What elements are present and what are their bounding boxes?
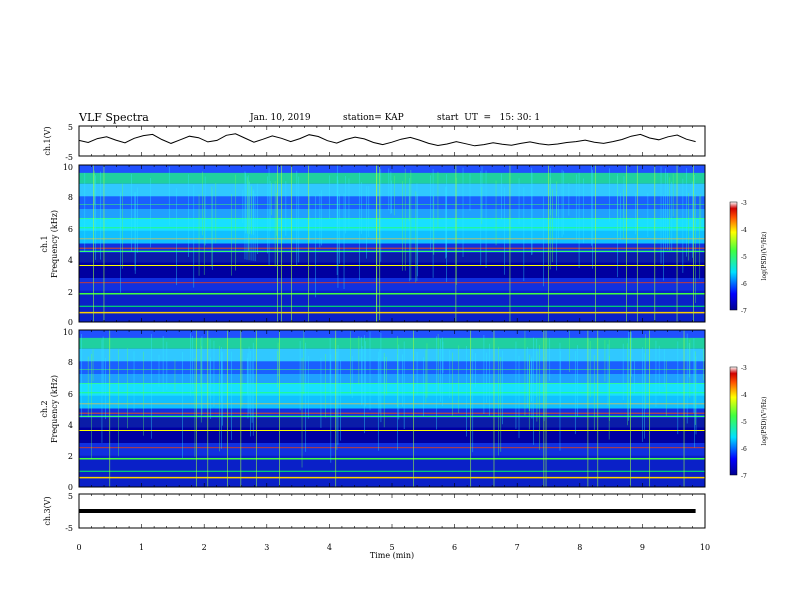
ch1-ytick-0: 0: [68, 318, 73, 327]
ch2-frequency-axis-label: Frequency (kHz): [50, 375, 59, 443]
xtick-5: 5: [389, 543, 394, 552]
xtick-4: 4: [327, 543, 332, 552]
ch2-colorbar: [729, 366, 738, 476]
spectrogram-band: [79, 230, 705, 244]
spectrogram-band: [79, 361, 705, 374]
xtick-1: 1: [139, 543, 144, 552]
ch1-ytick-top: 5: [68, 123, 73, 132]
ch1-ytick-bottom: -5: [65, 153, 73, 162]
spectrogram-band: [79, 443, 705, 456]
ch1-spectrogram-panel: 0 2 4 6 8 10 ch.1 Frequency (kHz) -3 -4 …: [40, 163, 768, 327]
ch1-spectrogram-label: ch.1: [40, 235, 49, 252]
xtick-0: 0: [76, 543, 81, 552]
ch3-ytick-bottom: -5: [65, 524, 73, 533]
xtick-7: 7: [515, 543, 520, 552]
xtick-8: 8: [577, 543, 582, 552]
spectrogram-band: [79, 373, 705, 384]
ch2-ytick-4: 4: [68, 421, 73, 430]
ch1-ytick-10: 10: [63, 163, 73, 172]
ch1-series-line: [78, 133, 696, 147]
ch2-cbar-tick-4: -4: [741, 392, 747, 399]
x-axis: [78, 126, 706, 528]
ch3-ytick-top: 5: [68, 492, 73, 501]
ch1-cbar-tick-5: -5: [741, 254, 747, 261]
ch1-cbar-tick-4: -4: [741, 227, 747, 234]
spectrogram-band: [79, 196, 705, 209]
ch1-cbar-tick-6: -6: [741, 281, 747, 288]
ch1-waveform-panel: 5 -5 ch.1(V): [43, 123, 706, 162]
station-label: station= KAP: [343, 113, 404, 123]
ch2-colorbar-label: log(PSD)(V²/Hz): [761, 397, 768, 446]
ch2-spectrogram-label: ch.2: [40, 400, 49, 417]
ch1-ytick-6: 6: [68, 225, 73, 234]
xtick-2: 2: [202, 543, 207, 552]
spectrogram-band: [79, 208, 705, 219]
ch1-ylabel: ch.1(V): [43, 126, 52, 155]
spectrogram-band: [79, 427, 705, 444]
start-time-label: start UT = 15: 30: 1: [437, 113, 541, 123]
ch2-cbar-tick-6: -6: [741, 446, 747, 453]
spectrogram-band: [79, 278, 705, 291]
date-label: Jan. 10, 2019: [250, 113, 311, 123]
spectrogram-band: [79, 395, 705, 409]
ch1-colorbar: [729, 201, 738, 311]
ch2-ytick-0: 0: [68, 483, 73, 492]
ch3-ylabel: ch.3(V): [43, 496, 52, 525]
xtick-10: 10: [700, 543, 710, 552]
ch3-waveform-panel: 5 -5 ch.3(V): [43, 492, 706, 533]
figure-title: VLF Spectra: [79, 111, 149, 124]
spectrogram-band: [79, 262, 705, 279]
spectrogram-band: [79, 348, 705, 362]
spectrogram-band: [79, 417, 705, 428]
ch1-ytick-8: 8: [68, 193, 73, 202]
ch1-spectrogram-image: [79, 165, 705, 322]
ch1-colorbar-label: log(PSD)(V²/Hz): [761, 232, 768, 281]
ch2-ytick-2: 2: [68, 452, 73, 461]
xtick-9: 9: [640, 543, 645, 552]
ch2-spectrogram-image: [79, 330, 705, 487]
xtick-3: 3: [264, 543, 269, 552]
ch2-spectrogram-panel: 0 2 4 6 8 10 ch.2 Frequency (kHz) -3 -4 …: [40, 328, 768, 492]
x-axis-label: Time (min): [370, 551, 414, 560]
spectrogram-band: [79, 218, 705, 231]
ch1-frequency-axis-label: Frequency (kHz): [50, 210, 59, 278]
ch1-cbar-tick-7: -7: [741, 308, 747, 315]
ch1-ytick-4: 4: [68, 256, 73, 265]
xtick-6: 6: [452, 543, 457, 552]
spectrogram-band: [79, 383, 705, 396]
ch2-ytick-8: 8: [68, 358, 73, 367]
ch2-cbar-tick-5: -5: [741, 419, 747, 426]
spectrogram-band: [79, 252, 705, 263]
ch1-ytick-2: 2: [68, 288, 73, 297]
spectrogram-band: [79, 172, 705, 184]
ch2-ytick-6: 6: [68, 390, 73, 399]
ch1-cbar-tick-3: -3: [741, 200, 747, 207]
ch2-cbar-tick-3: -3: [741, 365, 747, 372]
spectrogram-band: [79, 183, 705, 197]
spectrogram-band: [79, 337, 705, 349]
ch2-cbar-tick-7: -7: [741, 473, 747, 480]
ch2-ytick-10: 10: [63, 328, 73, 337]
